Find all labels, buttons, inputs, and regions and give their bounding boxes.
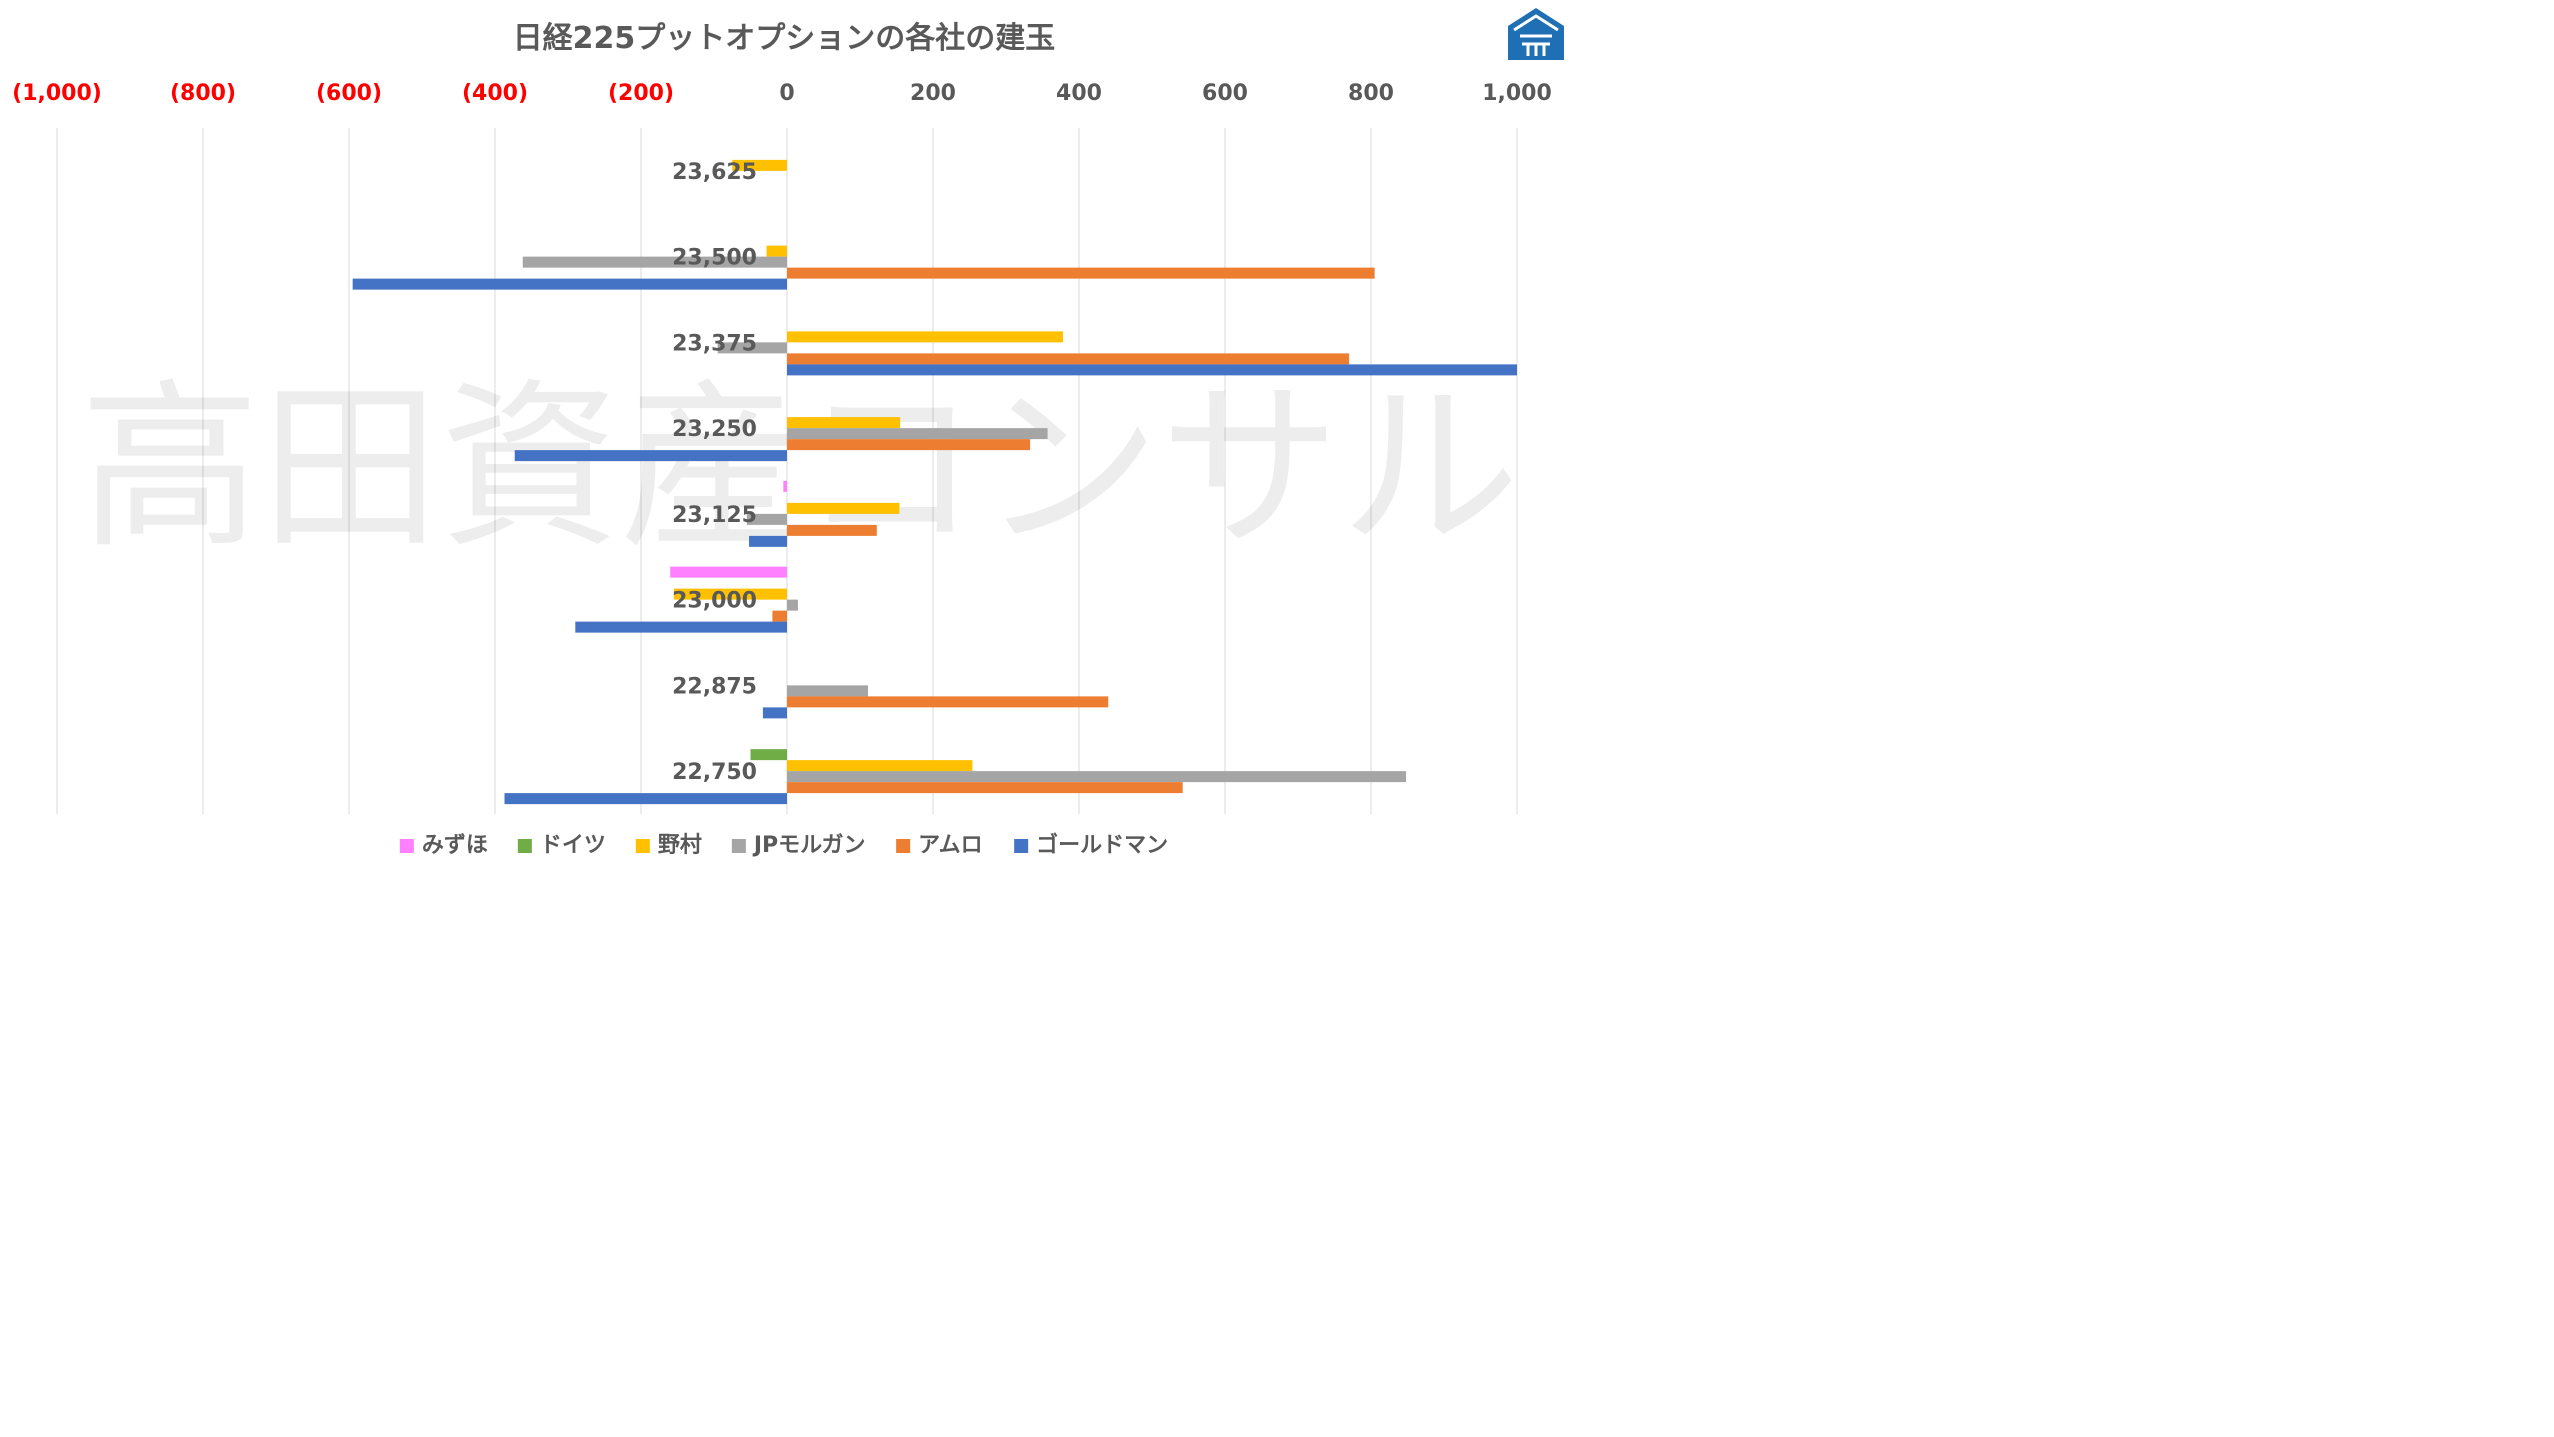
watermark-text: 高田資産コンサル <box>80 364 1520 573</box>
bar <box>787 760 973 772</box>
bar <box>787 364 1517 376</box>
grid-lines <box>56 128 1518 814</box>
x-tick-label: 200 <box>910 81 956 106</box>
chart-title: 日経225プットオプションの各社の建玉 <box>513 21 1056 56</box>
category-labels: 23,625 23,500 23,375 23,250 23,125 23,000 22,8… <box>672 160 757 785</box>
bar <box>670 566 787 578</box>
x-tick-label: 1,000 <box>1482 81 1552 106</box>
bar <box>673 588 787 600</box>
legend: みずほ ドイツ 野村 JPモルガン アムロ ゴールドマン <box>399 832 1168 858</box>
legend-swatch <box>517 839 532 853</box>
bar <box>762 707 787 719</box>
bar <box>504 793 787 805</box>
legend-label: ゴールドマン <box>1036 832 1168 858</box>
legend-label: アムロ <box>918 833 982 858</box>
category-label: 22,875 <box>672 674 757 699</box>
legend-label: みずほ <box>422 833 488 858</box>
x-tick-label: 0 <box>779 81 794 106</box>
x-tick-label: (1,000) <box>12 81 102 106</box>
legend-label: JPモルガン <box>752 833 866 858</box>
bar <box>772 610 787 622</box>
category-label: 23,125 <box>672 503 757 528</box>
legend-swatch <box>635 839 650 853</box>
chart-canvas: 高田資産コンサル 23,62523,50023,37523,25023,1252… <box>12 8 1564 858</box>
category-label: 23,375 <box>672 331 757 356</box>
legend-swatch <box>896 839 911 853</box>
bar <box>787 782 1183 794</box>
company-logo-icon <box>1508 8 1564 60</box>
category-label: 23,000 <box>672 589 757 614</box>
x-tick-label: (400) <box>462 81 528 106</box>
bar <box>766 245 787 257</box>
bar <box>522 256 787 268</box>
bar <box>787 524 877 536</box>
bar <box>749 535 787 547</box>
x-tick-label: (600) <box>316 81 382 106</box>
legend-swatch <box>731 839 746 853</box>
bar <box>717 342 787 354</box>
x-tick-label: 400 <box>1056 81 1102 106</box>
bar <box>787 599 798 611</box>
bar <box>746 513 787 525</box>
bar <box>732 159 787 171</box>
category-label: 23,250 <box>672 417 757 442</box>
legend-swatch <box>1014 839 1029 853</box>
bar <box>783 480 787 492</box>
x-axis-ticks: (1,000) (800) (600) (400) (200) 0 200 400 600 800… <box>12 81 1552 106</box>
category-label: 23,500 <box>672 246 757 271</box>
bar <box>514 450 787 462</box>
bar <box>787 267 1375 279</box>
bar <box>787 417 901 429</box>
bar <box>787 771 1407 783</box>
x-tick-label: (800) <box>170 81 236 106</box>
x-tick-label: 800 <box>1348 81 1394 106</box>
bar <box>575 621 787 633</box>
bar <box>787 439 1031 451</box>
bar <box>750 749 787 761</box>
x-tick-label: (200) <box>608 81 674 106</box>
category-label: 23,625 <box>672 160 757 185</box>
category-label: 22,750 <box>672 760 757 785</box>
bar <box>787 502 900 514</box>
bar <box>352 278 787 290</box>
legend-swatch <box>399 839 414 853</box>
bar <box>787 353 1350 365</box>
bar <box>787 331 1063 343</box>
bars <box>352 159 1517 805</box>
bar <box>787 696 1109 708</box>
legend-label: 野村 <box>658 833 702 858</box>
bar <box>787 428 1048 440</box>
x-tick-label: 600 <box>1202 81 1248 106</box>
legend-label: ドイツ <box>540 833 606 858</box>
bar <box>787 685 869 697</box>
